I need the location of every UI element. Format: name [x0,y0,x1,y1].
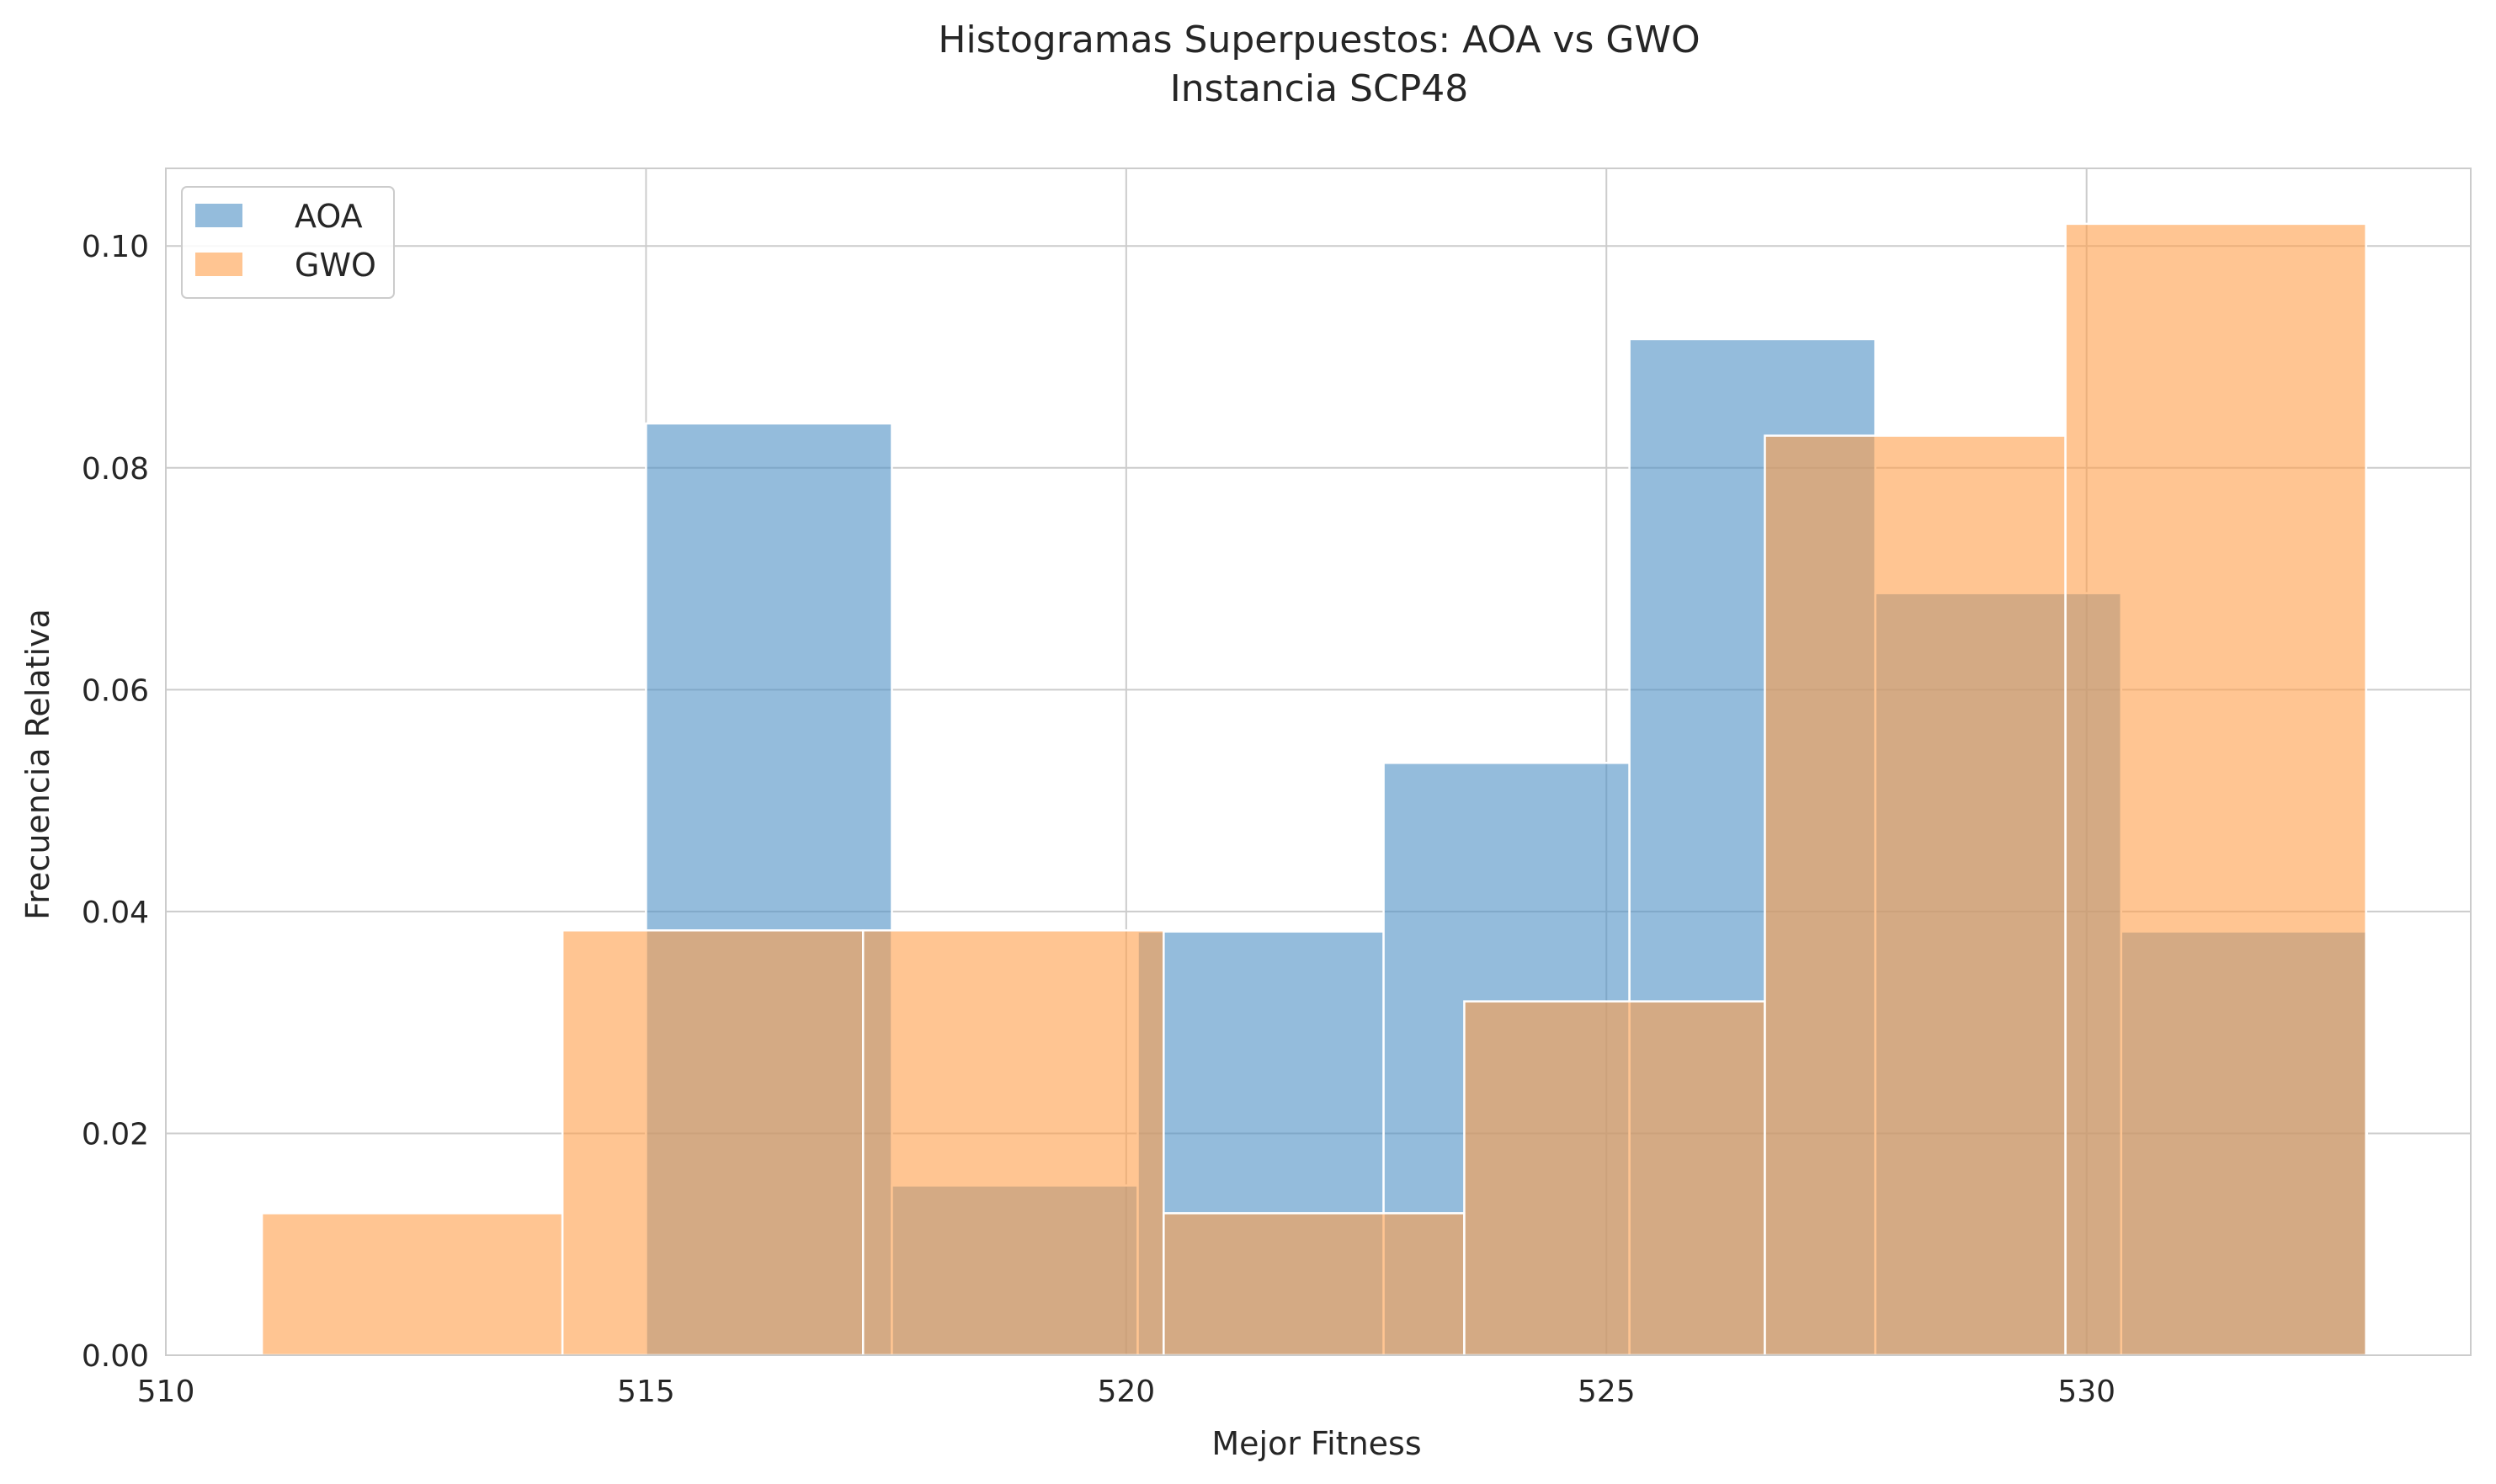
legend-label-aoa: AOA [295,198,363,235]
x-tick-label: 520 [1097,1375,1155,1409]
bar-gwo-5 [1463,1000,1766,1357]
bar-gwo-1 [260,1212,564,1357]
chart-subtitle: Instancia SCP48 [1170,67,1468,110]
legend-swatch-aoa [195,204,242,227]
bar-gwo-6 [1764,434,2067,1357]
y-tick-label: 0.06 [82,673,149,708]
legend-swatch-gwo [195,253,242,276]
x-tick-label: 525 [1578,1375,1636,1409]
series-gwo-bars [260,222,2367,1357]
x-tick-label: 530 [2057,1375,2115,1409]
bar-gwo-3 [861,929,1165,1357]
y-tick-labels: 0.00 0.02 0.04 0.06 0.08 0.10 [82,230,149,1374]
x-tick-labels: 510 515 520 525 530 [137,1375,2115,1409]
y-tick-label: 0.08 [82,452,149,487]
bar-gwo-4 [1163,1212,1466,1357]
bar-gwo-2 [561,929,865,1357]
legend-label-gwo: GWO [295,247,376,284]
chart-title: Histogramas Superpuestos: AOA vs GWO [938,19,1700,61]
x-axis-label: Mejor Fitness [1211,1425,1421,1462]
y-tick-label: 0.10 [82,230,149,264]
x-tick-label: 510 [137,1375,195,1409]
y-tick-label: 0.00 [82,1339,149,1374]
legend: AOA GWO [181,186,395,299]
bar-gwo-7 [2064,222,2367,1357]
plot-frame [165,168,2472,1356]
y-axis-label: Frecuencia Relativa [19,609,56,920]
x-tick-label: 515 [617,1375,675,1409]
y-tick-label: 0.02 [82,1117,149,1152]
y-tick-label: 0.04 [82,896,149,930]
